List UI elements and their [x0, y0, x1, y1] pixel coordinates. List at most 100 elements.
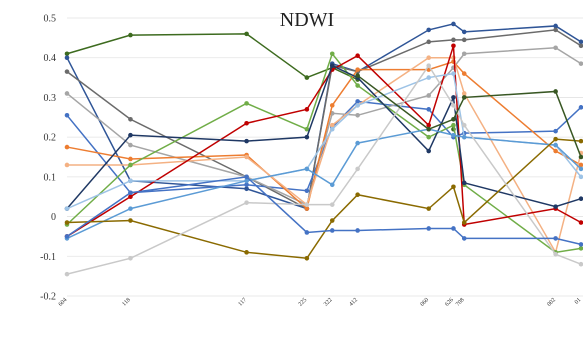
series-13 [64, 136, 583, 261]
x-axis: 604 118 117 225 322 412 060 626 708 002 01 [58, 297, 583, 308]
data-point [461, 180, 467, 186]
data-point [426, 75, 432, 80]
data-point [304, 230, 310, 235]
data-point [329, 103, 335, 108]
data-point [128, 206, 133, 211]
data-point [355, 103, 360, 108]
data-point [451, 116, 456, 122]
data-point [426, 122, 432, 128]
data-point [329, 218, 335, 223]
x-tick-label: 225 [298, 297, 309, 308]
data-point [355, 73, 360, 78]
data-point [128, 190, 133, 196]
data-point [329, 126, 335, 132]
data-point [553, 45, 558, 51]
data-point [128, 142, 133, 148]
data-point [244, 138, 249, 144]
data-point [426, 63, 432, 68]
data-point [355, 166, 360, 172]
data-point [461, 71, 467, 76]
data-point [553, 204, 558, 209]
data-point [578, 61, 583, 66]
data-point [128, 255, 133, 261]
series-line [357, 74, 582, 158]
data-point [461, 91, 467, 96]
data-point [329, 202, 335, 207]
data-point [304, 126, 310, 132]
data-point [426, 148, 432, 154]
data-point [451, 95, 456, 100]
data-point [553, 128, 558, 134]
data-point [553, 89, 558, 94]
data-point [329, 122, 335, 128]
data-point [355, 228, 360, 233]
data-point [461, 236, 467, 241]
series-7 [64, 55, 583, 255]
data-point [128, 32, 133, 38]
data-point [461, 95, 467, 100]
data-point [329, 182, 335, 188]
series-12 [64, 126, 583, 241]
data-point [461, 37, 467, 43]
data-point [553, 23, 558, 29]
data-point [244, 250, 249, 255]
series-14 [64, 63, 583, 277]
data-point [426, 27, 432, 33]
data-point [578, 261, 583, 267]
data-point [304, 166, 310, 172]
data-point [64, 55, 70, 61]
data-point [355, 113, 360, 118]
data-point [128, 218, 133, 223]
data-point [578, 105, 583, 110]
y-axis: 0.5 0.4 0.3 0.2 0.1 0 -0.1 -0.2 [40, 14, 56, 303]
y-tick-label: 0.4 [44, 53, 57, 64]
x-tick-label: 117 [238, 297, 248, 307]
x-tick-label: 002 [546, 297, 557, 308]
data-point [426, 107, 432, 112]
data-point [329, 63, 335, 68]
data-point [578, 174, 583, 180]
data-point [64, 162, 70, 168]
series-16 [355, 73, 583, 160]
data-point [244, 186, 249, 192]
data-point [304, 134, 310, 140]
data-point [426, 134, 432, 140]
data-point [578, 43, 583, 49]
data-point [128, 178, 133, 184]
data-point [578, 138, 583, 144]
data-point [64, 69, 70, 74]
data-point [355, 53, 360, 59]
data-point [304, 255, 310, 261]
x-tick-label: 412 [348, 297, 359, 308]
data-point [553, 27, 558, 33]
data-point [329, 228, 335, 233]
y-tick-label: 0.5 [44, 14, 57, 25]
data-point [426, 206, 432, 211]
data-point [461, 134, 467, 140]
grid-layer [67, 17, 583, 297]
data-point [553, 142, 558, 148]
x-tick-label: 322 [323, 297, 334, 308]
data-point [244, 182, 249, 188]
data-point [355, 83, 360, 88]
data-point [451, 21, 456, 27]
data-point [304, 202, 310, 207]
data-point [64, 144, 70, 150]
series-1 [64, 31, 456, 132]
series-line [66, 33, 358, 81]
data-point [128, 194, 133, 200]
x-tick-label: 060 [420, 297, 431, 308]
series-15 [64, 174, 583, 247]
data-point [304, 75, 310, 80]
y-tick-label: 0 [51, 212, 56, 223]
x-tick-label: 118 [121, 297, 131, 307]
data-point [64, 234, 70, 239]
data-point [461, 220, 467, 225]
data-point [128, 132, 133, 138]
series-line [66, 64, 582, 275]
data-point [426, 126, 432, 132]
data-point [578, 162, 583, 168]
data-point [451, 184, 456, 190]
data-point [461, 51, 467, 57]
